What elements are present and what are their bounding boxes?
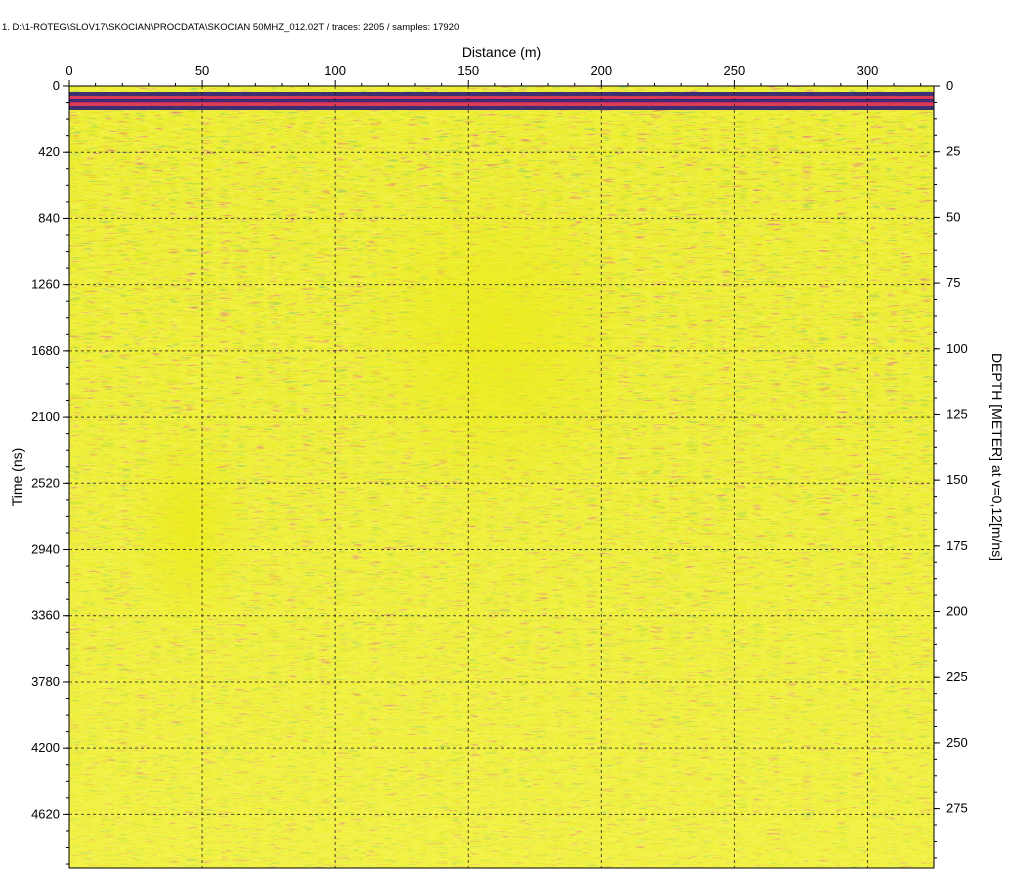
y2-tick-label: 150 [946, 472, 968, 487]
axes: 0 50 100 150 200 250 3000420840126016802100252… [31, 63, 968, 869]
surface-reflection-band [69, 106, 934, 110]
surface-reflection-band [69, 92, 934, 96]
x-tick-label: 250 [724, 63, 746, 78]
y-tick-label: 420 [38, 144, 60, 159]
y-tick-label: 4200 [31, 740, 60, 755]
y2-tick-label: 275 [946, 801, 968, 816]
radargram-image [69, 86, 934, 868]
y-tick-label: 2520 [31, 475, 60, 490]
y2-tick-label: 225 [946, 669, 968, 684]
plot-frame [68, 85, 935, 869]
surface-reflection-band [69, 96, 934, 100]
surface-reflection-band [69, 99, 934, 103]
y2-tick-label: 100 [946, 341, 968, 356]
y-tick-label: 1680 [31, 343, 60, 358]
x-axis-title: Distance (m) [462, 44, 541, 60]
y2-tick-label: 125 [946, 406, 968, 421]
y2-tick-label: 250 [946, 735, 968, 750]
y2-tick-label: 0 [946, 78, 953, 93]
grid-lines [69, 86, 934, 868]
y-axis-title: Time (ns) [9, 448, 25, 507]
y-tick-label: 840 [38, 210, 60, 225]
y-tick-label: 3780 [31, 674, 60, 689]
x-tick-label: 200 [590, 63, 612, 78]
y-tick-label: 3360 [31, 608, 60, 623]
y-tick-label: 4620 [31, 806, 60, 821]
x-tick-label: 150 [457, 63, 479, 78]
x-tick-label: 100 [324, 63, 346, 78]
y-tick-label: 1260 [31, 277, 60, 292]
surface-reflection-band [69, 102, 934, 106]
y2-axis-title: DEPTH [METER] at v=0,12[m/ns] [989, 353, 1005, 561]
y2-tick-label: 200 [946, 604, 968, 619]
y2-tick-label: 50 [946, 209, 960, 224]
y2-tick-label: 25 [946, 144, 960, 159]
low-reflection-zone [347, 166, 642, 511]
low-reflection-zone [128, 417, 250, 637]
y-tick-label: 2940 [31, 542, 60, 557]
y2-tick-label: 175 [946, 538, 968, 553]
y2-tick-label: 75 [946, 275, 960, 290]
x-tick-label: 50 [195, 63, 209, 78]
y-tick-label: 2100 [31, 409, 60, 424]
file-info-header: 1. D:\1-ROTEG\SLOV17\SKOCIAN\PROCDATA\SK… [2, 22, 460, 33]
y-tick-label: 0 [53, 78, 60, 93]
x-tick-label: 300 [857, 63, 879, 78]
x-tick-label: 0 [65, 63, 72, 78]
